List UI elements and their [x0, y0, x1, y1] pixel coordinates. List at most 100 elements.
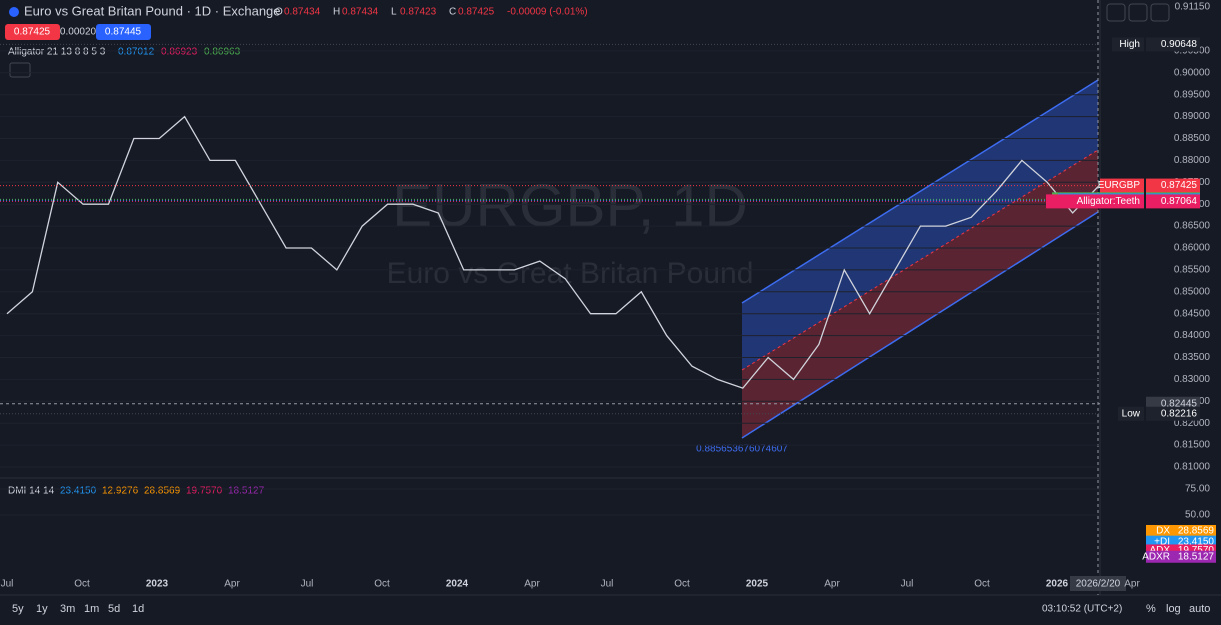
x-tick-label: Jul	[901, 579, 914, 590]
down-button[interactable]	[1106, 3, 1126, 22]
x-tick-label: Oct	[674, 579, 690, 590]
ohlc-key: O	[275, 7, 283, 18]
range-button[interactable]: 5y	[12, 603, 24, 615]
range-button[interactable]: 1d	[132, 603, 144, 615]
indicator-value: 0.86923	[161, 47, 198, 58]
y-tick-label: 0.90000	[1174, 67, 1211, 78]
y-tick-label: 0.83000	[1174, 374, 1211, 385]
crosshair-date: 2026/2/20	[1076, 579, 1121, 590]
tag-name: EURGBP	[1098, 180, 1141, 191]
top-price: 0.91150	[1175, 2, 1211, 13]
tag-value: 0.87064	[1161, 196, 1198, 207]
range-button[interactable]: 3m	[60, 603, 75, 615]
y-tick-label: 0.88000	[1174, 155, 1211, 166]
channel-top	[741, 79, 1099, 304]
x-tick-label: Apr	[824, 579, 840, 590]
tag-name: Low	[1122, 408, 1141, 419]
y-tick-label: 0.84000	[1174, 330, 1211, 341]
x-tick-label: Jul	[601, 579, 614, 590]
channel-bottom	[741, 211, 1099, 439]
collapse-button[interactable]	[9, 62, 31, 78]
ohlc-value: 0.87434	[342, 7, 379, 18]
channel-label: 0.885653676074607	[696, 444, 788, 455]
dmi-tick-label: 75.00	[1185, 484, 1210, 495]
tag-value: 0.90648	[1161, 39, 1198, 50]
y-tick-label: 0.86000	[1174, 243, 1211, 254]
x-tick-label: Apr	[1124, 579, 1140, 590]
dmi-tag-value: 18.5127	[1178, 551, 1215, 562]
y-tick-label: 0.88500	[1174, 133, 1211, 144]
axis-option[interactable]: %	[1146, 603, 1156, 615]
tag-name: Alligator:Teeth	[1077, 196, 1140, 207]
spread: 0.00020	[60, 27, 97, 38]
tag-value: 0.82216	[1161, 408, 1198, 419]
range-button[interactable]: 5d	[108, 603, 120, 615]
y-tick-label: 0.85500	[1174, 265, 1211, 276]
updown-button[interactable]	[1128, 3, 1148, 22]
range-button[interactable]: 1y	[36, 603, 48, 615]
symbol-title[interactable]: Euro vs Great Britan Pound · 1D · Exchan…	[24, 3, 281, 18]
tag-name: High	[1119, 39, 1140, 50]
tag-name-box	[1100, 178, 1144, 193]
ohlc-value: 0.87423	[400, 7, 437, 18]
dmi-tag-box	[1146, 524, 1216, 537]
x-tick-label: Oct	[374, 579, 390, 590]
clock: 03:10:52 (UTC+2)	[1042, 604, 1122, 615]
dmi-tag-name: DX	[1156, 526, 1170, 537]
y-tick-label: 0.84500	[1174, 308, 1211, 319]
dmi-value: 23.4150	[60, 486, 97, 497]
watermark-symbol: EURGBP, 1D	[392, 172, 748, 239]
y-tick-label: 0.89500	[1174, 89, 1211, 100]
channel-mid	[741, 149, 1099, 371]
dmi-tag-name: +DI	[1154, 536, 1170, 547]
dmi-value: 12.9276	[102, 486, 139, 497]
x-tick-label: 2026	[1046, 579, 1069, 590]
x-tick-label: Oct	[974, 579, 990, 590]
tag-label-box	[1146, 406, 1200, 421]
dmi-tag-value: 28.8569	[1178, 526, 1215, 537]
y-tick-label: 0.81500	[1174, 440, 1211, 451]
tag-label-box	[1146, 37, 1200, 52]
tag-name-box	[1046, 194, 1144, 209]
x-tick-label: Jul	[1, 579, 14, 590]
y-tick-label: 0.86500	[1174, 221, 1211, 232]
dmi-value: 19.7570	[186, 486, 223, 497]
dmi-value: 28.8569	[144, 486, 181, 497]
indicator-value: 0.86963	[204, 47, 241, 58]
x-tick-label: Apr	[224, 579, 240, 590]
buttons	[1106, 3, 1170, 22]
sell-button[interactable]	[5, 24, 60, 40]
axis-option[interactable]: auto	[1189, 603, 1210, 615]
range-button[interactable]: 1m	[84, 603, 99, 615]
x-tick-label: 2025	[746, 579, 769, 590]
buy-button[interactable]	[96, 24, 151, 40]
axis-option[interactable]: log	[1166, 603, 1181, 615]
indicator-value: 0.87012	[118, 47, 155, 58]
refresh-button[interactable]	[1150, 3, 1170, 22]
symbol-icon	[9, 7, 19, 17]
tag-name-box	[1112, 37, 1144, 52]
dmi-tag-name: ADXR	[1142, 551, 1170, 562]
price-line	[6, 115, 1099, 389]
x-tick-label: 2023	[146, 579, 169, 590]
x-tick-label: Jul	[301, 579, 314, 590]
dmi-tag-name: ADX	[1149, 545, 1170, 556]
crosshair-price: 0.82445	[1161, 398, 1198, 409]
crosshair-date-box	[1070, 576, 1126, 591]
dmi-tag-value: 23.4150	[1178, 536, 1215, 547]
indicator-name[interactable]: Alligator 21 13 8 8 5 3	[8, 47, 106, 58]
ohlc-key: C	[449, 7, 456, 18]
dmi-tag-box	[1146, 550, 1216, 563]
dmi-name[interactable]: DMI 14 14	[8, 486, 55, 497]
y-tick-label: 0.82000	[1174, 418, 1211, 429]
dmi-tick-label: 50.00	[1185, 510, 1210, 521]
ohlc-key: H	[333, 7, 340, 18]
change: -0.00009 (-0.01%)	[507, 7, 588, 18]
dmi-tag-value: 19.7570	[1178, 545, 1215, 556]
channel-lower	[742, 150, 1098, 438]
dmi-value: 18.5127	[228, 486, 265, 497]
ohlc-value: 0.87425	[458, 7, 495, 18]
